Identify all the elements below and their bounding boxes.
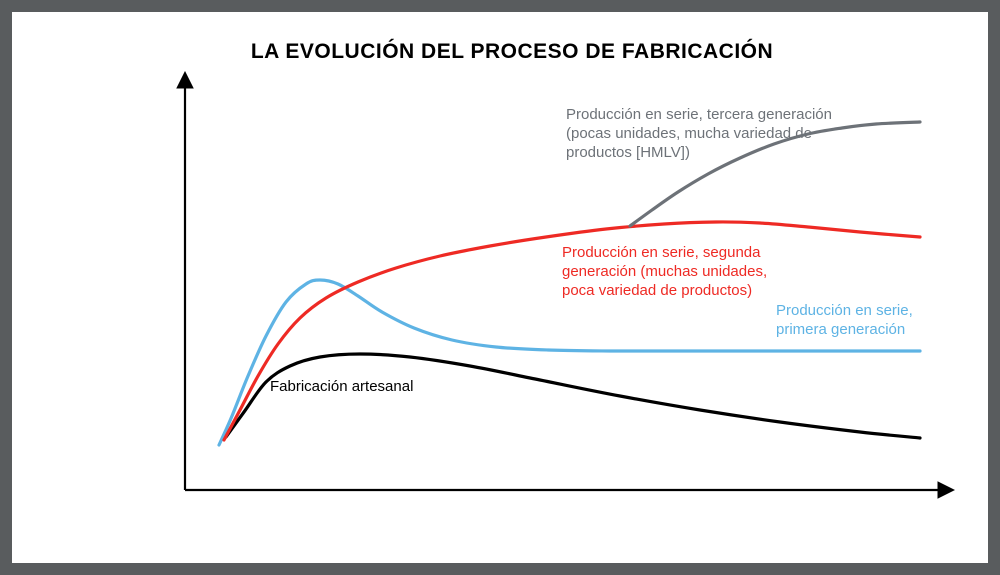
label-tercera: Producción en serie, tercera generación … [566, 106, 832, 162]
chart-title: LA EVOLUCIÓN DEL PROCESO DE FABRICACIÓN [12, 40, 1000, 64]
outer-frame: LA EVOLUCIÓN DEL PROCESO DE FABRICACIÓN … [0, 0, 1000, 575]
label-segunda: Producción en serie, segunda generación … [562, 244, 767, 300]
label-artesanal: Fabricación artesanal [270, 378, 413, 397]
label-primera: Producción en serie, primera generación [776, 302, 913, 340]
chart-canvas [12, 12, 988, 563]
chart-svg [0, 0, 1000, 575]
